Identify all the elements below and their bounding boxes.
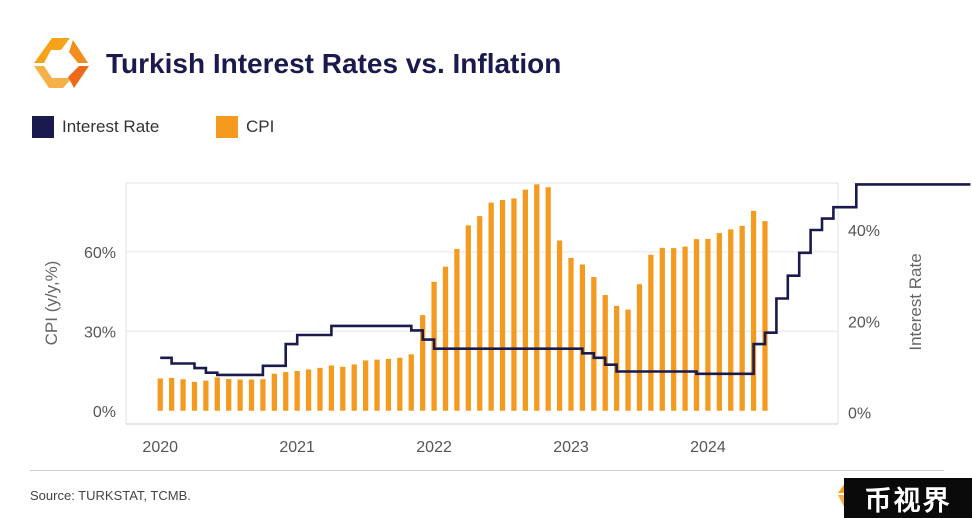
cpi-bar bbox=[317, 367, 323, 411]
left-tick-label: 30% bbox=[84, 324, 116, 341]
cpi-bar bbox=[214, 377, 220, 411]
cpi-bar bbox=[659, 247, 665, 411]
x-tick-label: 2021 bbox=[279, 439, 315, 456]
cpi-bar bbox=[602, 295, 608, 411]
cpi-bar bbox=[351, 364, 357, 411]
cpi-bar bbox=[682, 246, 688, 411]
x-tick-label: 2020 bbox=[142, 439, 178, 456]
cpi-bar bbox=[614, 305, 620, 411]
cpi-bar bbox=[191, 381, 198, 411]
legend-item-interest-rate: Interest Rate bbox=[32, 116, 159, 138]
x-tick-label: 2022 bbox=[416, 439, 452, 456]
cpi-bar bbox=[511, 198, 517, 411]
cpi-bar bbox=[271, 373, 277, 411]
cpi-bars bbox=[157, 184, 768, 411]
cpi-bar bbox=[762, 221, 768, 411]
cpi-bar bbox=[385, 358, 392, 411]
chart-canvas: 0% 30% 60% 0% 20% 40% 2020 2021 2022 2023 2024 C… bbox=[42, 182, 971, 456]
x-tick-label: 2024 bbox=[690, 439, 726, 456]
cpi-bar bbox=[157, 378, 163, 411]
cpi-bar bbox=[454, 248, 460, 411]
brand-logo-icon bbox=[34, 38, 89, 88]
legend-swatch-interest-rate bbox=[32, 116, 54, 138]
cpi-bar bbox=[728, 229, 734, 411]
cpi-bar bbox=[739, 225, 745, 411]
x-axis-ticks: 2020 2021 2022 2023 2024 bbox=[142, 439, 725, 456]
cpi-bar bbox=[499, 199, 506, 411]
watermark: 币视界 bbox=[844, 478, 972, 518]
legend-label-interest-rate: Interest Rate bbox=[62, 117, 160, 136]
cpi-bar bbox=[465, 225, 471, 411]
right-tick-label: 0% bbox=[848, 406, 871, 423]
cpi-bar bbox=[248, 379, 255, 411]
cpi-bar bbox=[716, 233, 722, 411]
cpi-bar bbox=[397, 357, 403, 411]
right-axis-label: Interest Rate bbox=[906, 253, 925, 350]
chart-title: Turkish Interest Rates vs. Inflation bbox=[106, 48, 562, 79]
left-tick-label: 60% bbox=[84, 245, 116, 262]
cpi-bar bbox=[340, 366, 346, 411]
right-axis-ticks: 0% 20% 40% bbox=[848, 223, 880, 423]
cpi-bar bbox=[750, 210, 757, 411]
cpi-bar bbox=[169, 377, 175, 411]
left-axis-label: CPI (y/y,%) bbox=[42, 261, 61, 346]
left-axis-ticks: 0% 30% 60% bbox=[84, 245, 116, 421]
cpi-bar bbox=[374, 359, 380, 411]
legend-swatch-cpi bbox=[216, 116, 238, 138]
cpi-bar bbox=[305, 369, 312, 411]
legend-item-cpi: CPI bbox=[216, 116, 274, 138]
cpi-bar bbox=[648, 254, 654, 411]
cpi-bar bbox=[522, 189, 528, 411]
cpi-bar bbox=[362, 360, 369, 411]
legend-label-cpi: CPI bbox=[246, 117, 275, 136]
right-tick-label: 40% bbox=[848, 223, 880, 240]
source-note: Source: TURKSTAT, TCMB. bbox=[30, 488, 191, 503]
cpi-bar bbox=[705, 238, 711, 411]
cpi-bar bbox=[591, 277, 597, 411]
cpi-bar bbox=[226, 378, 232, 411]
cpi-bar bbox=[180, 379, 186, 411]
cpi-bar bbox=[625, 309, 631, 411]
left-tick-label: 0% bbox=[93, 404, 116, 421]
cpi-bar bbox=[328, 365, 335, 411]
cpi-bar bbox=[408, 354, 414, 411]
cpi-bar bbox=[420, 315, 426, 411]
cpi-bar bbox=[294, 371, 300, 411]
cpi-bar bbox=[477, 216, 483, 411]
cpi-bar bbox=[556, 240, 563, 411]
cpi-bar bbox=[203, 380, 209, 411]
cpi-bar bbox=[568, 257, 574, 411]
cpi-bar bbox=[534, 184, 540, 411]
x-tick-label: 2023 bbox=[553, 439, 589, 456]
interest-rate-line bbox=[160, 183, 971, 377]
cpi-bar bbox=[260, 379, 266, 411]
cpi-bar bbox=[442, 266, 449, 411]
cpi-bar bbox=[545, 187, 551, 411]
cpi-bar bbox=[671, 248, 677, 411]
cpi-bar bbox=[237, 379, 243, 411]
cpi-bar bbox=[693, 239, 700, 411]
cpi-bar bbox=[636, 284, 643, 411]
cpi-bar bbox=[283, 372, 289, 411]
footer-divider bbox=[30, 470, 944, 471]
right-tick-label: 20% bbox=[848, 314, 880, 331]
cpi-bar bbox=[579, 264, 586, 411]
cpi-bar bbox=[488, 202, 494, 411]
